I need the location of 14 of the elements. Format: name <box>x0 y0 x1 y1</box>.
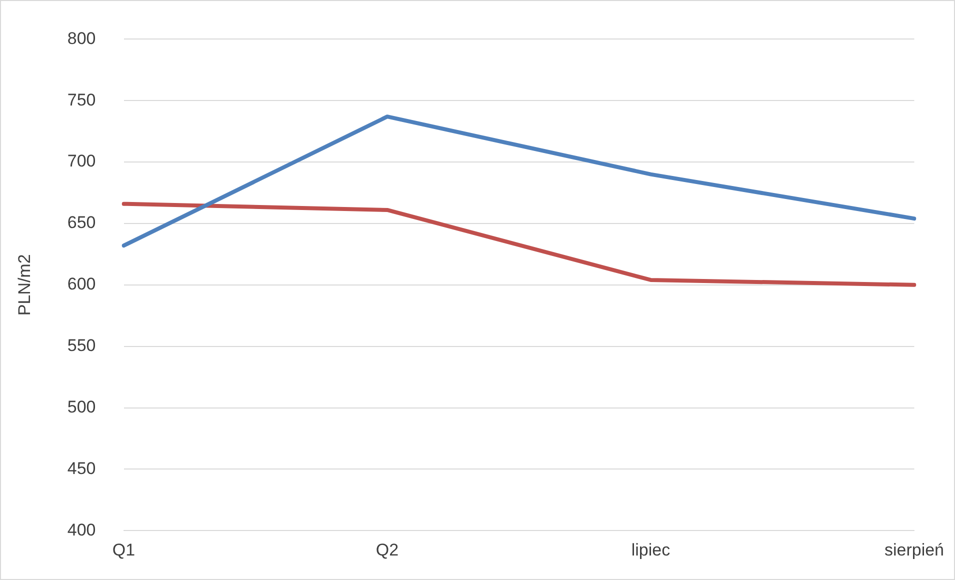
y-tick-label: 650 <box>67 213 96 232</box>
x-tick-label: Q1 <box>112 540 136 560</box>
y-tick-label: 800 <box>67 28 96 48</box>
y-tick-label: 700 <box>67 152 96 171</box>
x-tick-label: lipiec <box>631 540 671 560</box>
y-tick-label: 450 <box>67 458 96 478</box>
x-tick-label: sierpień <box>884 540 944 560</box>
y-tick-label: 400 <box>67 520 96 540</box>
y-tick-label: 500 <box>67 397 96 416</box>
y-tick-label: 750 <box>67 90 96 110</box>
y-axis-title: PLN/m2 <box>14 254 34 316</box>
x-tick-label: Q2 <box>376 540 399 560</box>
y-tick-label: 550 <box>67 336 96 356</box>
y-tick-label: 600 <box>67 274 96 294</box>
